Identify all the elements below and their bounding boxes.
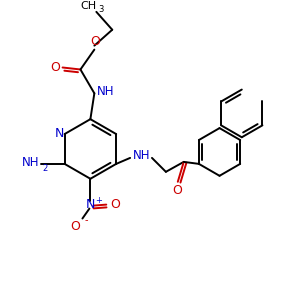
Text: 3: 3 [98, 5, 104, 14]
Text: O: O [51, 61, 61, 74]
Text: CH: CH [80, 1, 97, 11]
Text: O: O [110, 198, 120, 211]
Text: NH: NH [22, 156, 40, 170]
Text: NH: NH [97, 85, 114, 98]
Text: 2: 2 [43, 164, 48, 173]
Text: N: N [55, 127, 64, 140]
Text: O: O [172, 184, 182, 197]
Text: +: + [95, 196, 102, 205]
Text: O: O [90, 35, 100, 48]
Text: -: - [84, 215, 88, 226]
Text: O: O [70, 220, 80, 233]
Text: N: N [86, 198, 95, 211]
Text: NH: NH [133, 149, 151, 162]
